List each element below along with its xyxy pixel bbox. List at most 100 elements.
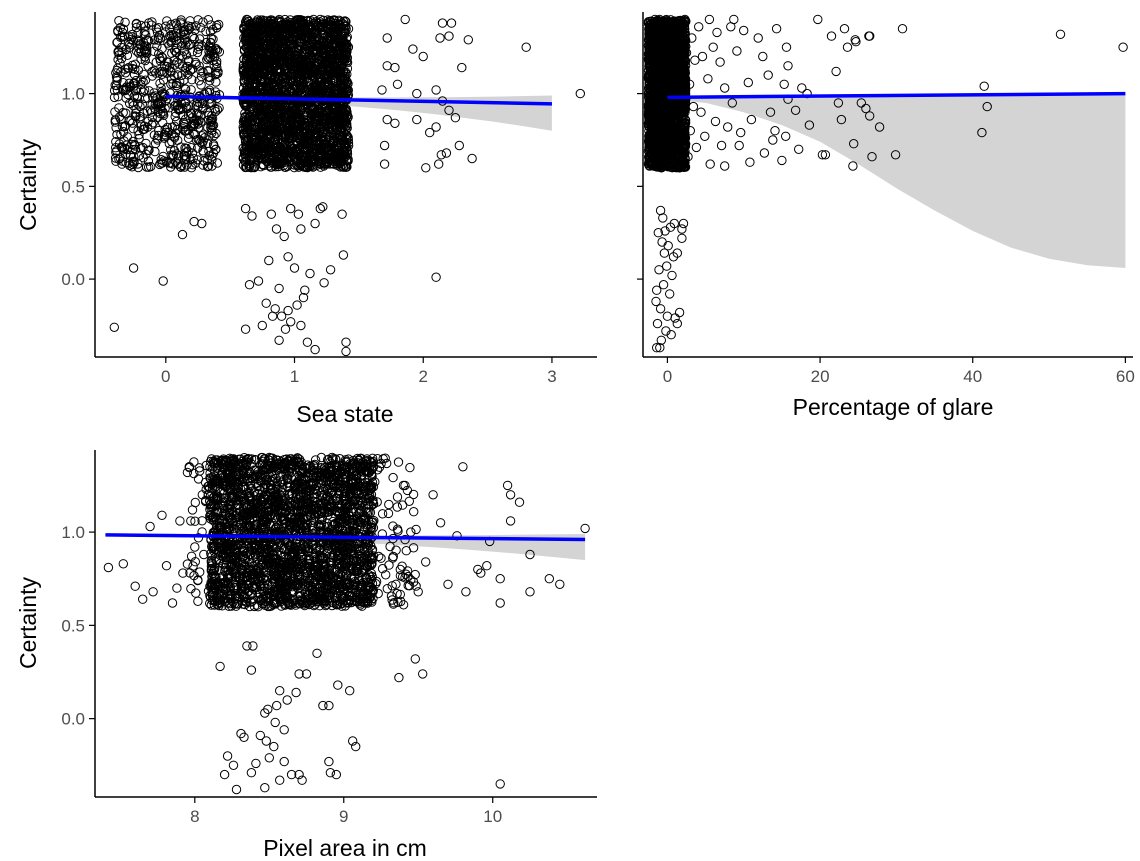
data-point	[144, 86, 154, 96]
data-point	[198, 17, 208, 27]
data-point	[379, 159, 390, 169]
data-point	[138, 87, 149, 97]
data-point	[131, 22, 142, 33]
data-point	[153, 23, 164, 33]
y-axis-label: Certainty	[15, 138, 41, 231]
y-tick-label: 0.5	[61, 177, 85, 196]
data-point	[147, 107, 157, 117]
data-point	[206, 20, 216, 30]
data-point	[196, 71, 207, 82]
data-point	[341, 337, 351, 347]
data-point	[161, 127, 171, 138]
data-point	[143, 36, 153, 46]
data-point	[175, 51, 185, 61]
data-point	[177, 229, 188, 240]
confidence-band	[667, 93, 1126, 268]
data-point	[206, 120, 216, 130]
data-point	[247, 211, 257, 221]
data-point	[142, 122, 153, 133]
data-point	[181, 84, 191, 94]
data-point	[134, 130, 144, 140]
data-point	[392, 79, 403, 90]
data-point	[377, 85, 387, 95]
data-point	[149, 66, 160, 76]
data-point	[136, 75, 146, 85]
data-point	[131, 18, 142, 29]
data-point	[467, 153, 477, 164]
data-point	[296, 224, 306, 234]
data-point	[212, 158, 223, 168]
data-point	[203, 53, 213, 63]
data-point	[192, 155, 203, 165]
data-point	[149, 35, 160, 45]
data-point	[141, 30, 151, 40]
data-point	[111, 72, 122, 82]
data-point	[196, 110, 206, 120]
data-point	[431, 85, 441, 95]
data-point	[184, 23, 195, 34]
data-point	[165, 31, 175, 41]
data-point	[170, 111, 180, 122]
data-point	[209, 141, 219, 151]
data-point	[338, 250, 349, 260]
data-point	[136, 120, 147, 130]
data-point	[114, 154, 124, 164]
data-point	[302, 337, 313, 347]
data-point	[145, 105, 156, 115]
data-point	[163, 57, 174, 67]
data-point	[292, 300, 302, 310]
data-point	[154, 30, 165, 40]
data-point	[197, 218, 207, 229]
data-point	[197, 104, 207, 115]
data-point	[168, 78, 178, 89]
data-point	[212, 62, 222, 73]
data-point	[435, 33, 445, 43]
data-point	[195, 34, 205, 44]
data-point	[463, 35, 473, 45]
data-point	[212, 105, 223, 115]
data-point	[197, 98, 208, 109]
data-point	[164, 138, 175, 149]
data-point	[129, 69, 140, 80]
data-point	[155, 78, 165, 89]
data-point	[119, 122, 130, 132]
data-point	[305, 268, 315, 279]
data-point	[209, 59, 219, 70]
data-point	[185, 66, 196, 76]
data-point	[114, 16, 124, 26]
data-point	[144, 18, 154, 28]
data-point	[408, 44, 418, 54]
data-point	[159, 110, 169, 121]
data-point	[206, 114, 217, 125]
data-point	[116, 129, 126, 140]
x-tick-label: 0	[161, 367, 170, 386]
panel-sea-state: 0 1 2 30.00.51.0 Sea state Certainty	[15, 12, 597, 427]
data-point	[171, 108, 181, 118]
y-tick-label: 1.0	[61, 85, 85, 104]
data-point	[127, 29, 138, 40]
data-point	[283, 252, 293, 262]
data-point	[434, 159, 444, 169]
data-point	[382, 114, 392, 125]
data-point	[177, 160, 187, 171]
data-point	[412, 88, 422, 99]
data-point	[446, 18, 457, 28]
data-point	[315, 203, 325, 214]
data-point	[257, 320, 267, 331]
data-point	[112, 129, 122, 140]
data-point	[179, 75, 189, 85]
data-point	[185, 16, 195, 26]
data-point	[421, 163, 431, 173]
data-point	[240, 203, 251, 214]
data-point	[171, 18, 181, 28]
data-point	[114, 45, 124, 56]
data-point	[454, 140, 464, 151]
data-point	[135, 40, 146, 50]
data-point	[208, 120, 219, 130]
data-point	[124, 158, 134, 168]
data-point	[141, 138, 151, 149]
data-point	[126, 34, 137, 45]
data-point	[161, 131, 171, 141]
data-point	[164, 127, 174, 138]
data-point	[190, 25, 200, 35]
